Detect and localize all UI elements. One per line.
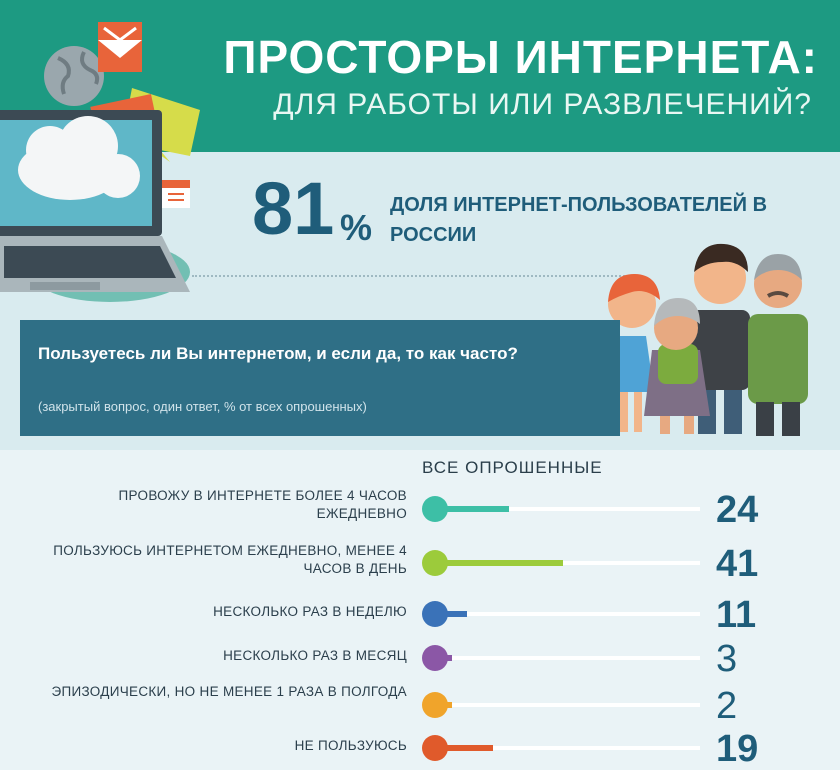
cloud-icon	[18, 116, 140, 200]
category-label: НЕ ПОЛЬЗУЮСЬ	[294, 738, 407, 753]
bar-track	[432, 561, 700, 565]
category-label: ЭПИЗОДИЧЕСКИ, НО НЕ МЕНЕЕ 1 РАЗА В ПОЛГО…	[51, 684, 407, 699]
data-label: 24	[716, 489, 759, 531]
bar-track	[432, 612, 700, 616]
bar-marker-dot	[422, 735, 448, 761]
stat-number: 81	[252, 167, 335, 250]
bar-marker-dot	[422, 692, 448, 718]
laptop-illustration	[0, 22, 200, 302]
category-label: ПОЛЬЗУЮСЬ ИНТЕРНЕТОМ ЕЖЕДНЕВНО, МЕНЕЕ 4 …	[53, 543, 407, 576]
bar-marker-dot	[422, 550, 448, 576]
data-label: 19	[716, 728, 759, 770]
bar	[432, 611, 468, 617]
category-label: НЕСКОЛЬКО РАЗ В НЕДЕЛЮ	[213, 604, 407, 619]
bar-track	[432, 703, 700, 707]
grandfather-figure	[748, 254, 808, 436]
category-label: НЕСКОЛЬКО РАЗ В МЕСЯЦ	[223, 648, 407, 663]
bar-track	[432, 746, 700, 750]
bar-marker-dot	[422, 601, 448, 627]
envelope-icon	[98, 22, 142, 72]
bar-marker-dot	[422, 496, 448, 522]
globe-icon	[44, 46, 104, 106]
question-box	[20, 320, 620, 436]
bar-track	[432, 656, 700, 660]
man-figure	[690, 243, 750, 434]
grandmother-figure	[644, 298, 710, 434]
calendar-icon	[162, 180, 190, 208]
family-illustration	[608, 243, 808, 436]
page-subtitle: ДЛЯ РАБОТЫ ИЛИ РАЗВЛЕЧЕНИЙ?	[273, 88, 812, 121]
chart-title: ВСЕ ОПРОШЕННЫЕ	[422, 458, 603, 477]
data-label: 3	[716, 638, 738, 680]
bar	[432, 560, 564, 566]
category-label: ПРОВОЖУ В ИНТЕРНЕТЕ БОЛЕЕ 4 ЧАСОВ ЕЖЕДНЕ…	[118, 488, 407, 521]
bar	[432, 506, 509, 512]
stat-label: ДОЛЯ ИНТЕРНЕТ-ПОЛЬЗОВАТЕЛЕЙ В РОССИИ	[390, 194, 768, 246]
bar-marker-dot	[422, 645, 448, 671]
question-text: Пользуетесь ли Вы интернетом, и если да,…	[38, 344, 518, 363]
stat-percent-sign: %	[340, 207, 373, 248]
page-title: ПРОСТОРЫ ИНТЕРНЕТА:	[223, 31, 818, 83]
data-label: 41	[716, 543, 759, 585]
divider	[192, 275, 632, 277]
question-note: (закрытый вопрос, один ответ, % от всех …	[38, 399, 367, 414]
bar	[432, 745, 493, 751]
bar-track	[432, 507, 700, 511]
data-label: 2	[716, 685, 738, 727]
data-label: 11	[716, 594, 757, 636]
